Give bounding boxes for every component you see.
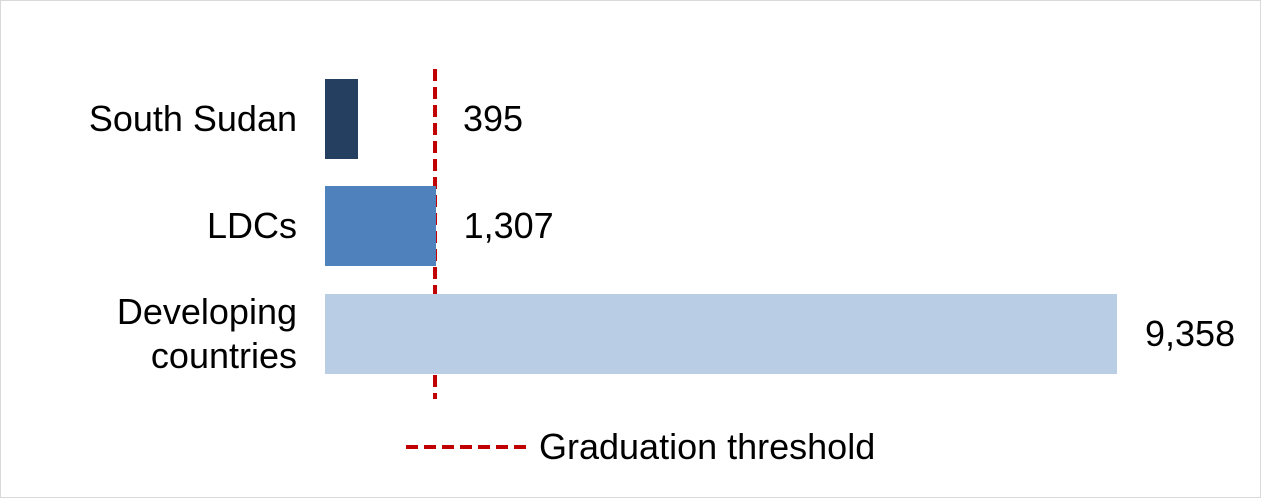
value-label: 9,358	[1145, 313, 1236, 354]
bar	[325, 186, 436, 266]
value-label: 1,307	[463, 205, 554, 246]
category-label: South Sudan	[88, 98, 297, 139]
category-label: LDCs	[206, 205, 297, 246]
bar	[325, 79, 359, 159]
bar	[325, 294, 1117, 374]
legend-label: Graduation threshold	[539, 426, 876, 467]
category-label: Developing countries	[116, 291, 297, 376]
value-label: 395	[463, 98, 524, 139]
